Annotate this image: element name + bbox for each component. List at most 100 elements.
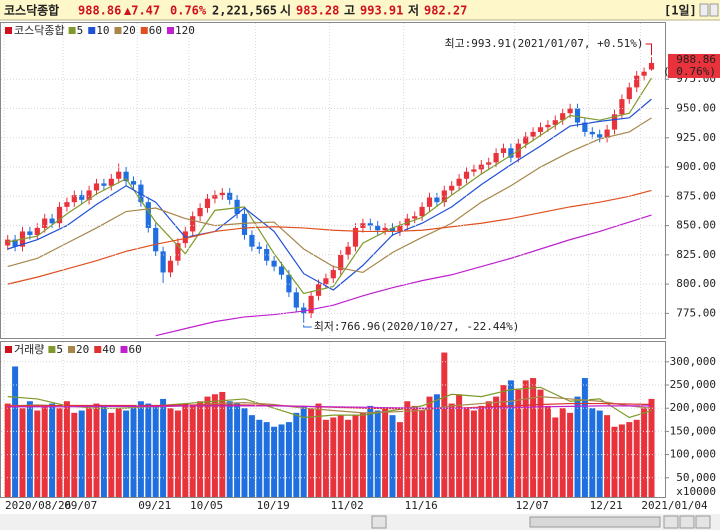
- candle-body: [567, 108, 573, 114]
- low: 982.27: [424, 4, 467, 18]
- candle-body: [271, 260, 277, 267]
- volume-unit: x10000: [676, 485, 716, 498]
- candle-body: [545, 124, 551, 128]
- candle-body: [123, 171, 129, 182]
- candle-body: [256, 246, 262, 250]
- scroll-button[interactable]: [663, 515, 679, 529]
- volume-bar: [34, 410, 41, 497]
- y-tick-label: 50,000: [676, 471, 716, 484]
- scroll-thumb[interactable]: [529, 516, 661, 528]
- legend-swatch: [94, 346, 102, 353]
- candle-body: [382, 227, 388, 231]
- legend-swatch: [5, 346, 12, 353]
- period[interactable]: [1일]: [664, 4, 697, 18]
- ma-line: [7, 405, 652, 409]
- volume-bar: [197, 401, 204, 497]
- legend-swatch: [48, 346, 56, 353]
- candle-body: [293, 292, 299, 308]
- candle-body: [619, 99, 625, 115]
- price: 988.86: [78, 4, 121, 18]
- zoom-button[interactable]: [695, 515, 711, 529]
- x-tick-label: 12/07: [516, 499, 549, 512]
- volume-bar: [63, 401, 70, 497]
- last-price-box: [668, 53, 720, 78]
- candle-body: [426, 197, 433, 207]
- candle-body: [56, 206, 63, 224]
- candle-body: [471, 169, 477, 172]
- legend-label: 120: [175, 24, 195, 37]
- candle-body: [523, 136, 529, 144]
- volume-bar: [359, 412, 366, 497]
- volume-bar: [322, 419, 329, 497]
- candle-body: [352, 227, 359, 247]
- high-annotation: 최고:993.91(2021/01/07, +0.51%): [444, 37, 643, 50]
- volume-bar: [448, 403, 455, 497]
- scroll-button[interactable]: [371, 515, 387, 529]
- legend-label: 10: [96, 24, 109, 37]
- x-tick-label: 12/21: [590, 499, 623, 512]
- price-panel: [0, 22, 666, 339]
- candle-body: [86, 190, 92, 200]
- open: 983.28: [296, 4, 339, 18]
- volume-bar: [100, 405, 107, 497]
- volume-bar: [330, 417, 337, 497]
- y-tick-label: 200,000: [670, 401, 716, 414]
- candle-body: [345, 246, 351, 255]
- y-tick-label: 950.00: [676, 101, 716, 114]
- x-tick-label: 11/02: [331, 499, 364, 512]
- low-label: 저: [408, 3, 419, 18]
- legend-title: 코스닥종합: [14, 24, 65, 37]
- candle-body: [508, 148, 514, 158]
- candle-body: [648, 62, 655, 70]
- ma-line: [155, 214, 652, 337]
- volume-bar: [234, 403, 241, 497]
- y-tick-label: 100,000: [670, 448, 716, 461]
- header-bar: [0, 0, 720, 20]
- ma-line: [7, 189, 652, 285]
- candle-body: [330, 270, 336, 279]
- candle-body: [493, 152, 499, 163]
- candle-body: [419, 206, 425, 217]
- zoom-button[interactable]: [679, 515, 695, 529]
- legend-swatch: [166, 27, 174, 34]
- volume-bar: [507, 380, 514, 497]
- candle-body: [12, 239, 18, 247]
- volume-bar: [285, 422, 292, 497]
- volume-bar: [219, 391, 226, 497]
- volume-bar: [211, 394, 218, 497]
- legend-label: 5: [56, 343, 63, 356]
- volume-bar: [12, 366, 19, 497]
- candle-body: [93, 183, 100, 191]
- volume-bar: [145, 403, 152, 497]
- high-pointer: [645, 43, 652, 56]
- candle-body: [611, 114, 618, 130]
- window-button[interactable]: [699, 3, 709, 17]
- volume-plot: [4, 352, 655, 497]
- legend-swatch: [114, 27, 122, 34]
- volume-bar: [633, 419, 640, 497]
- window-button[interactable]: [709, 3, 719, 17]
- candle-body: [108, 178, 114, 186]
- high: 993.91: [360, 4, 403, 18]
- volume-bar: [248, 415, 255, 497]
- candle-body: [537, 127, 544, 132]
- volume-bar: [56, 408, 63, 497]
- volume-bar: [167, 408, 174, 497]
- volume-bar: [463, 408, 470, 497]
- volume-bar: [174, 410, 181, 497]
- volume-bar: [574, 396, 581, 497]
- candle-body: [145, 202, 151, 228]
- volume-bar: [396, 422, 403, 497]
- legend-label: 20: [76, 343, 89, 356]
- candle-body: [449, 185, 455, 191]
- volume-bar: [78, 410, 85, 497]
- volume-bar: [581, 378, 588, 497]
- candle-body: [360, 223, 366, 228]
- x-tick-label: 2021/01/04: [641, 499, 708, 512]
- volume-bar: [123, 410, 130, 497]
- candle-body: [486, 162, 492, 165]
- legend-title: 거래량: [14, 343, 44, 356]
- x-tick-label: 09/07: [64, 499, 97, 512]
- volume-bar: [4, 403, 11, 497]
